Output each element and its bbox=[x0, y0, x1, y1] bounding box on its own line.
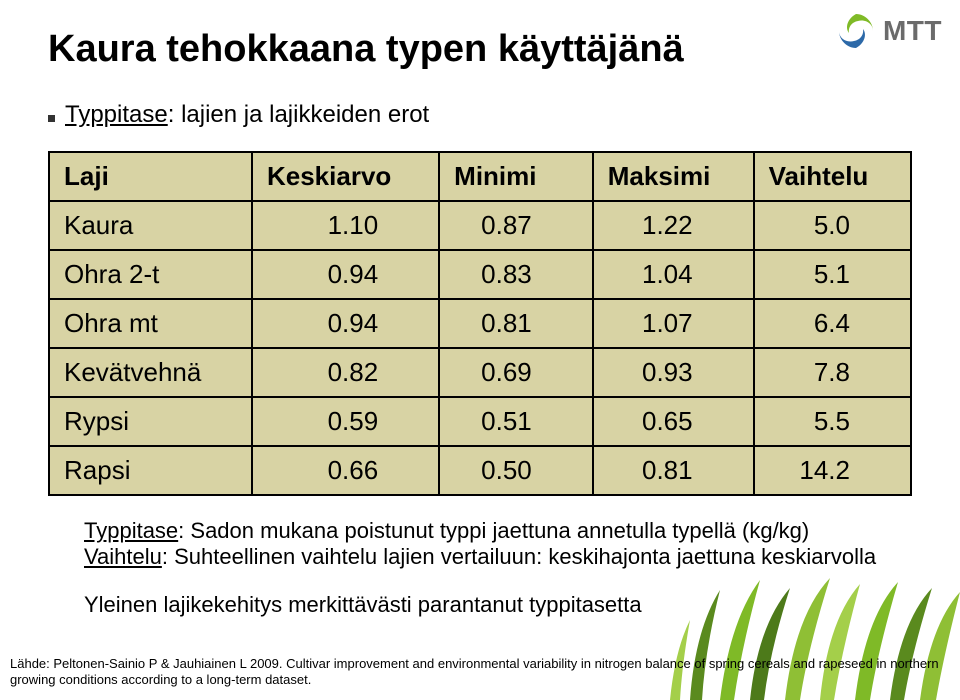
cell-value: 0.59 bbox=[252, 397, 439, 446]
cell-value: 1.04 bbox=[593, 250, 754, 299]
source-prefix: Lähde: Peltonen-Sainio P & Jauhiainen L … bbox=[10, 656, 286, 671]
note1-u: Typpitase bbox=[84, 518, 178, 543]
cell-label: Kevätvehnä bbox=[49, 348, 252, 397]
note-line-3: Yleinen lajikekehitys merkittävästi para… bbox=[84, 592, 892, 618]
cell-value: 0.51 bbox=[439, 397, 593, 446]
logo-swirl-icon bbox=[835, 10, 877, 52]
table-row: Kaura1.100.871.225.0 bbox=[49, 201, 911, 250]
cell-value: 0.93 bbox=[593, 348, 754, 397]
bullet-icon bbox=[48, 115, 55, 122]
bullet-rest: : lajien ja lajikkeiden erot bbox=[168, 101, 429, 128]
cell-value: 0.83 bbox=[439, 250, 593, 299]
table-row: Rapsi0.660.500.8114.2 bbox=[49, 446, 911, 495]
source-citation: Lähde: Peltonen-Sainio P & Jauhiainen L … bbox=[10, 656, 950, 689]
cell-label: Kaura bbox=[49, 201, 252, 250]
logo-text: MTT bbox=[883, 15, 942, 47]
cell-value: 0.50 bbox=[439, 446, 593, 495]
note-line-1: Typpitase: Sadon mukana poistunut typpi … bbox=[84, 518, 892, 570]
cell-value: 5.1 bbox=[754, 250, 911, 299]
cell-label: Ohra 2-t bbox=[49, 250, 252, 299]
table-row: Rypsi0.590.510.655.5 bbox=[49, 397, 911, 446]
cell-value: 0.66 bbox=[252, 446, 439, 495]
cell-value: 14.2 bbox=[754, 446, 911, 495]
th-vaihtelu: Vaihtelu bbox=[754, 152, 911, 201]
cell-value: 1.22 bbox=[593, 201, 754, 250]
note1-mid: : Sadon mukana poistunut typpi jaettuna … bbox=[178, 518, 809, 543]
note2-rest: : Suhteellinen vaihtelu lajien vertailuu… bbox=[162, 544, 876, 569]
cell-value: 0.94 bbox=[252, 250, 439, 299]
cell-value: 7.8 bbox=[754, 348, 911, 397]
cell-value: 1.07 bbox=[593, 299, 754, 348]
cell-value: 5.0 bbox=[754, 201, 911, 250]
bullet-line: Typpitase: lajien ja lajikkeiden erot bbox=[48, 101, 912, 129]
data-table: Laji Keskiarvo Minimi Maksimi Vaihtelu K… bbox=[48, 151, 912, 496]
th-maksimi: Maksimi bbox=[593, 152, 754, 201]
cell-value: 5.5 bbox=[754, 397, 911, 446]
table-row: Ohra mt0.940.811.076.4 bbox=[49, 299, 911, 348]
cell-value: 0.81 bbox=[439, 299, 593, 348]
bullet-underlined: Typpitase bbox=[65, 101, 168, 128]
logo: MTT bbox=[835, 10, 942, 52]
th-keskiarvo: Keskiarvo bbox=[252, 152, 439, 201]
table-header: Laji Keskiarvo Minimi Maksimi Vaihtelu bbox=[49, 152, 911, 201]
th-laji: Laji bbox=[49, 152, 252, 201]
cell-value: 0.81 bbox=[593, 446, 754, 495]
th-minimi: Minimi bbox=[439, 152, 593, 201]
cell-label: Ohra mt bbox=[49, 299, 252, 348]
table-row: Kevätvehnä0.820.690.937.8 bbox=[49, 348, 911, 397]
cell-value: 1.10 bbox=[252, 201, 439, 250]
cell-value: 6.4 bbox=[754, 299, 911, 348]
cell-label: Rypsi bbox=[49, 397, 252, 446]
cell-value: 0.94 bbox=[252, 299, 439, 348]
table-row: Ohra 2-t0.940.831.045.1 bbox=[49, 250, 911, 299]
table-body: Kaura1.100.871.225.0Ohra 2-t0.940.831.04… bbox=[49, 201, 911, 495]
cell-value: 0.65 bbox=[593, 397, 754, 446]
notes-block: Typpitase: Sadon mukana poistunut typpi … bbox=[84, 518, 892, 618]
bullet-text: Typpitase: lajien ja lajikkeiden erot bbox=[65, 101, 429, 129]
slide: MTT Kaura tehokkaana typen käyttäjänä Ty… bbox=[0, 0, 960, 700]
cell-value: 0.82 bbox=[252, 348, 439, 397]
cell-label: Rapsi bbox=[49, 446, 252, 495]
cell-value: 0.69 bbox=[439, 348, 593, 397]
cell-value: 0.87 bbox=[439, 201, 593, 250]
page-title: Kaura tehokkaana typen käyttäjänä bbox=[48, 28, 912, 71]
note2-u: Vaihtelu bbox=[84, 544, 162, 569]
